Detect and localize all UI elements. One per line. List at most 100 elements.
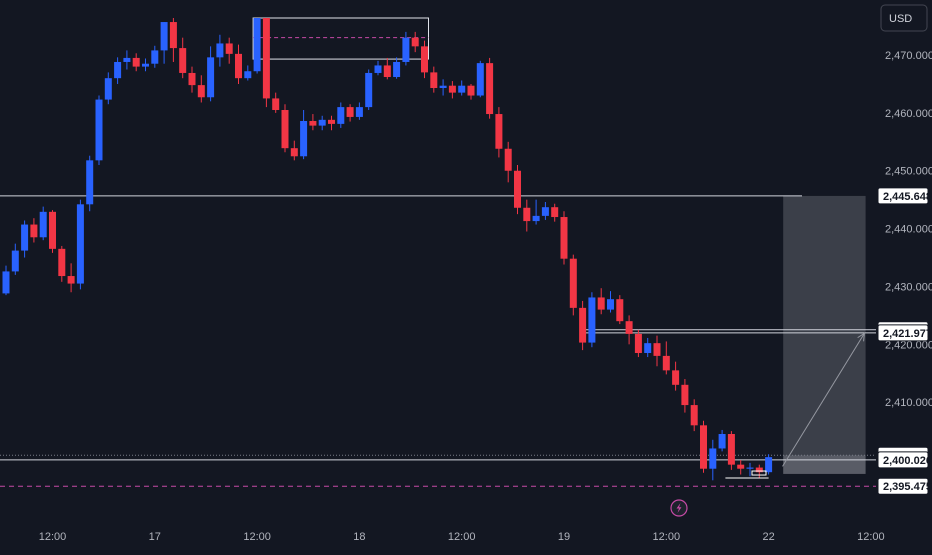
currency-button[interactable]: [880, 4, 928, 32]
price-badge[interactable]: [877, 187, 929, 205]
candle-body[interactable]: [718, 433, 726, 449]
candle-body[interactable]: [67, 276, 75, 284]
candle-body[interactable]: [607, 299, 614, 310]
candle-body[interactable]: [169, 22, 177, 49]
candle-body[interactable]: [328, 119, 335, 124]
candle-body[interactable]: [207, 57, 215, 98]
candle-body[interactable]: [383, 65, 391, 78]
candle-body[interactable]: [2, 271, 10, 294]
candle-body[interactable]: [625, 321, 633, 334]
candle-body[interactable]: [86, 160, 94, 205]
candle-body[interactable]: [644, 343, 652, 353]
candle-body[interactable]: [123, 57, 131, 62]
time-axis[interactable]: [0, 522, 932, 550]
candle-body[interactable]: [355, 107, 363, 117]
candle-body[interactable]: [430, 72, 438, 89]
candle-body[interactable]: [393, 61, 401, 78]
candle-body[interactable]: [467, 85, 475, 96]
candle-body[interactable]: [318, 119, 326, 126]
candle-body[interactable]: [541, 207, 549, 216]
candle-body[interactable]: [411, 37, 419, 47]
candle-body[interactable]: [439, 85, 447, 89]
candle-body[interactable]: [216, 43, 224, 58]
long-position-stop-zone[interactable]: [783, 455, 866, 474]
candle-body[interactable]: [653, 343, 661, 356]
candle-body[interactable]: [365, 72, 373, 108]
candle-body[interactable]: [197, 85, 205, 98]
candle-body[interactable]: [672, 370, 680, 385]
candle-body[interactable]: [765, 457, 773, 473]
candle-body[interactable]: [504, 148, 512, 171]
candle-body[interactable]: [346, 107, 354, 117]
projection-arrow[interactable]: [782, 333, 865, 467]
candle-body[interactable]: [402, 37, 410, 62]
candle-body[interactable]: [179, 48, 187, 73]
candle-body[interactable]: [634, 333, 642, 353]
candle-body[interactable]: [235, 53, 242, 79]
candle-body[interactable]: [448, 85, 456, 93]
candle-body[interactable]: [597, 297, 605, 310]
candle-body[interactable]: [569, 258, 577, 308]
candle-body[interactable]: [309, 120, 317, 126]
candle-body[interactable]: [290, 148, 298, 157]
candle-body[interactable]: [39, 211, 47, 238]
candle-body[interactable]: [281, 109, 289, 149]
currency-button-label[interactable]: USD: [889, 13, 912, 25]
price-badge[interactable]: [877, 324, 929, 342]
candle-body[interactable]: [551, 207, 559, 218]
candle-body[interactable]: [579, 307, 587, 343]
candle-body[interactable]: [11, 250, 19, 272]
candle-body[interactable]: [30, 224, 38, 238]
candle-body[interactable]: [523, 207, 531, 222]
candle-body[interactable]: [225, 43, 233, 54]
candle-body[interactable]: [253, 18, 261, 72]
candle-body[interactable]: [188, 72, 196, 86]
candle-body[interactable]: [262, 18, 270, 99]
candle-body[interactable]: [737, 464, 745, 469]
time-tick-label: 17: [149, 531, 161, 543]
candle-body[interactable]: [681, 384, 689, 406]
candle-body[interactable]: [374, 65, 382, 73]
candle-body[interactable]: [160, 22, 168, 51]
candle-body[interactable]: [514, 170, 521, 208]
candle-body[interactable]: [21, 224, 29, 251]
candle-body[interactable]: [132, 57, 140, 67]
candle-body[interactable]: [95, 99, 103, 161]
candle-body[interactable]: [300, 120, 308, 157]
candle-body[interactable]: [709, 448, 717, 469]
candle-body[interactable]: [244, 71, 252, 79]
candle-body[interactable]: [700, 425, 707, 469]
candle-body[interactable]: [421, 46, 428, 73]
candle-body[interactable]: [337, 107, 345, 124]
candle-body[interactable]: [142, 63, 149, 67]
candle-body[interactable]: [272, 98, 280, 110]
candle-body[interactable]: [486, 63, 494, 115]
candle-body[interactable]: [690, 405, 698, 426]
candle-body[interactable]: [746, 467, 754, 469]
price-badge[interactable]: [877, 477, 929, 495]
entry-marker[interactable]: [751, 470, 767, 476]
candle-body[interactable]: [560, 217, 568, 259]
candle-body[interactable]: [755, 467, 763, 473]
candle-body[interactable]: [49, 211, 56, 249]
price-badge[interactable]: [877, 451, 929, 469]
candle-body[interactable]: [662, 355, 670, 371]
zone-rectangle[interactable]: [252, 17, 429, 60]
candle-body[interactable]: [532, 215, 540, 222]
candle-body[interactable]: [727, 433, 735, 465]
candle-body[interactable]: [104, 78, 112, 100]
candle-body[interactable]: [58, 248, 66, 277]
time-tick-label: 12:00: [653, 531, 681, 543]
candle-body[interactable]: [76, 204, 84, 284]
candle-body[interactable]: [588, 297, 596, 343]
candle-body[interactable]: [616, 299, 624, 322]
candle-body[interactable]: [151, 50, 159, 64]
candle-body[interactable]: [476, 63, 484, 96]
candle-body[interactable]: [495, 114, 503, 149]
candle-body[interactable]: [114, 61, 122, 79]
long-position-target-zone[interactable]: [783, 195, 866, 456]
candle-body[interactable]: [458, 85, 466, 93]
